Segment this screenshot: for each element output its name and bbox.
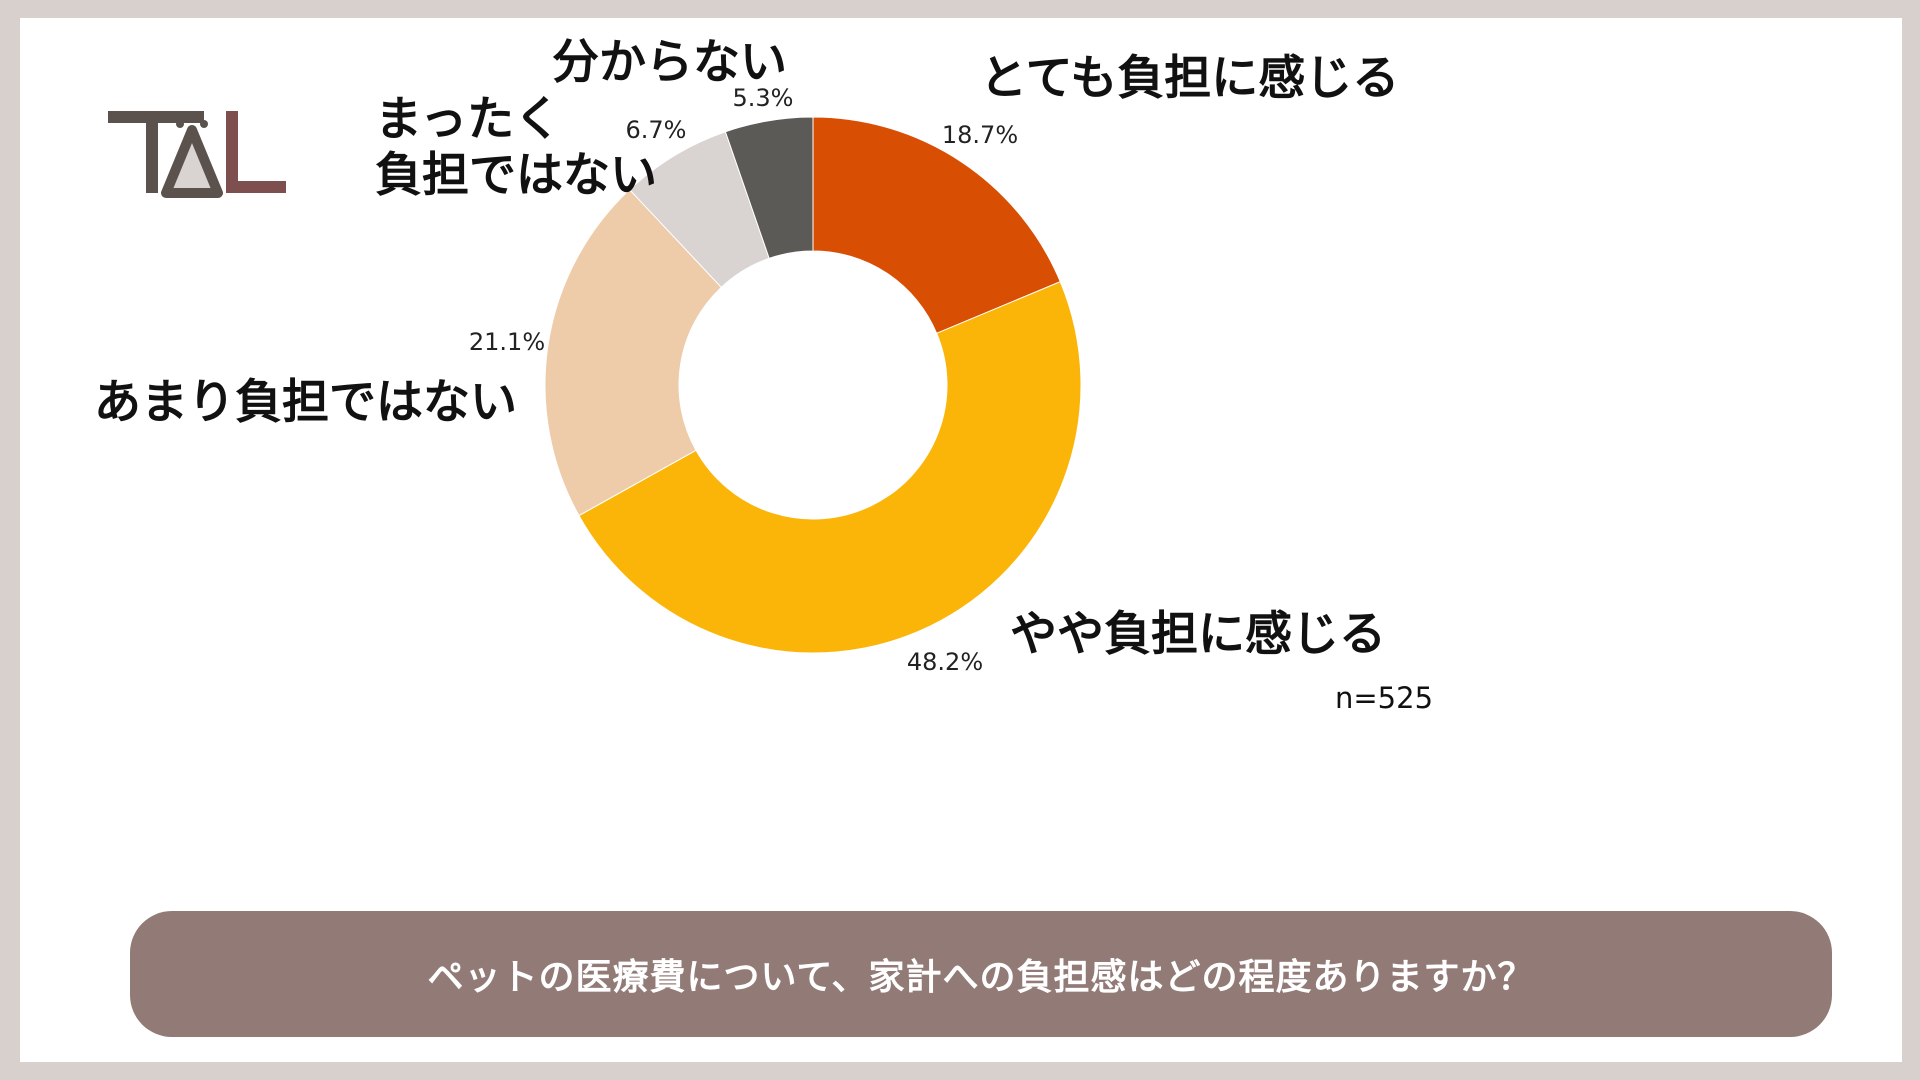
logo-a-shape	[161, 125, 223, 198]
category-label-2: やや負担に感じる	[1010, 607, 1386, 662]
question-text: ペットの医療費について、家計への負担感はどの程度ありますか？	[427, 957, 1535, 998]
logo	[108, 111, 286, 198]
logo-l-stem	[226, 111, 238, 193]
value-label-3: 21.1%	[469, 328, 545, 356]
value-label-1: 18.7%	[942, 121, 1018, 149]
question-banner: ペットの医療費について、家計への負担感はどの程度ありますか？	[130, 911, 1832, 1037]
donut-slices	[544, 116, 1082, 654]
category-label-5: 分からない	[552, 35, 787, 90]
value-label-2: 48.2%	[907, 648, 983, 676]
value-labels: 18.7% 48.2% 21.1% 6.7% 5.3%	[469, 84, 1018, 676]
donut-slice-1	[812, 116, 1061, 334]
donut-slice-2	[578, 281, 1082, 654]
donut-slice-3	[544, 188, 722, 517]
value-label-4: 6.7%	[626, 116, 687, 144]
value-label-5: 5.3%	[733, 84, 794, 112]
logo-a-dot-left	[176, 120, 184, 128]
sample-size-label: n=525	[1335, 681, 1433, 715]
logo-t-stem	[146, 111, 158, 193]
chart-frame: 18.7% 48.2% 21.1% 6.7% 5.3% とても負担に感じるやや負担に感じ…	[20, 18, 1902, 1062]
logo-a-dot-right	[200, 120, 208, 128]
logo-l-foot	[226, 181, 286, 193]
donut-slice-5	[724, 116, 814, 259]
category-label-4: まったく負担ではない	[375, 92, 657, 203]
category-label-1: とても負担に感じる	[980, 51, 1399, 106]
category-label-3: あまり負担ではない	[94, 375, 517, 430]
donut-chart: 18.7% 48.2% 21.1% 6.7% 5.3% とても負担に感じるやや負担に感じ…	[94, 35, 1433, 715]
